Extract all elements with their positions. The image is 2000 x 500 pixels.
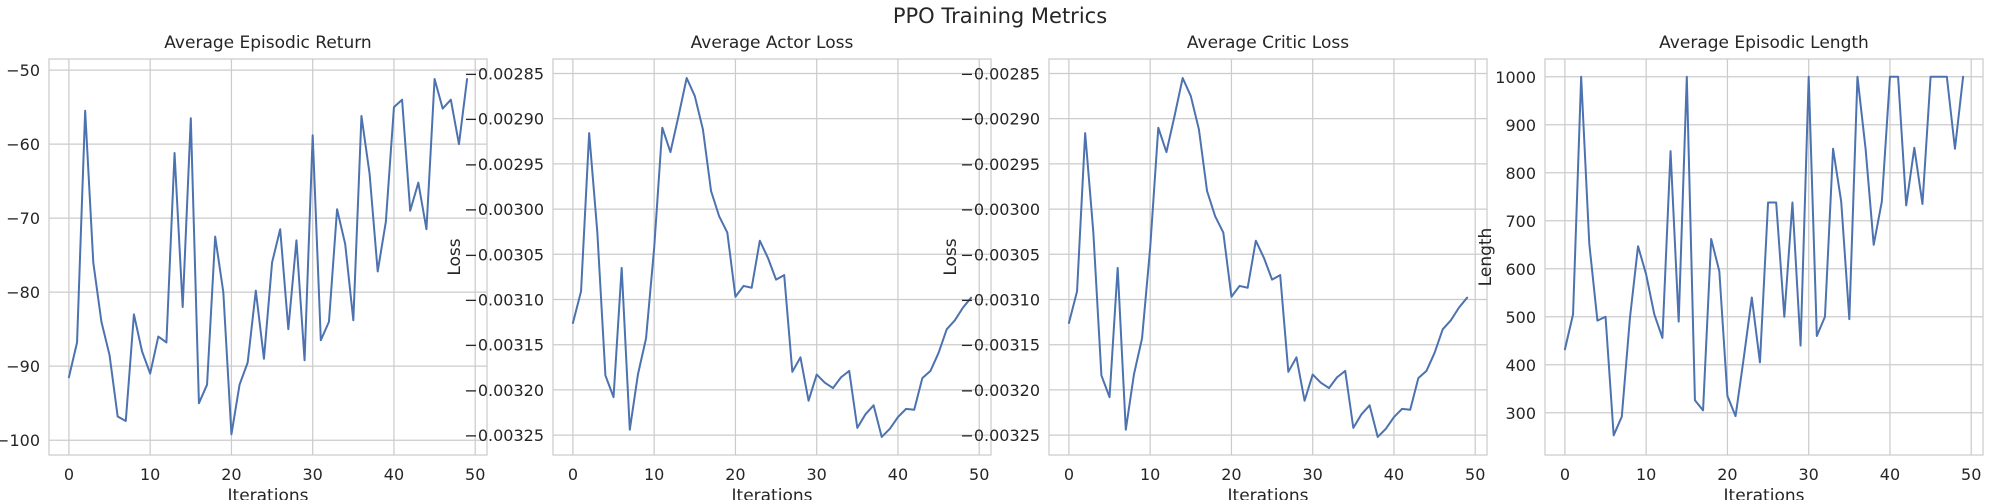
x-tick-label: 10 (1140, 465, 1160, 484)
x-tick-label: 50 (969, 465, 989, 484)
y-tick-label: 300 (1505, 404, 1536, 423)
y-tick-label: −60 (6, 135, 40, 154)
x-tick-label: 10 (644, 465, 664, 484)
y-tick-label: −0.00325 (464, 426, 544, 445)
x-axis-label: Iterations (1724, 486, 1805, 500)
y-tick-label: −0.00300 (960, 200, 1040, 219)
subplot-title: Average Actor Loss (691, 33, 854, 53)
y-tick-label: 900 (1505, 116, 1536, 135)
y-tick-label: 600 (1505, 260, 1536, 279)
plot-area (552, 58, 992, 456)
y-tick-label: −90 (6, 357, 40, 376)
series-line (1563, 75, 1965, 437)
y-tick-label: −80 (6, 283, 40, 302)
x-tick-label: 50 (1961, 465, 1981, 484)
x-tick-label: 20 (221, 465, 241, 484)
y-tick-label: −0.00325 (960, 426, 1040, 445)
y-tick-label: −0.00305 (960, 245, 1040, 264)
y-axis-label: Loss (941, 238, 961, 275)
subplot-average-critic-loss: Average Critic Loss Iterations Loss 0 10 2… (941, 33, 1488, 500)
x-tick-label: 0 (1560, 465, 1570, 484)
y-tick-label: −0.00310 (960, 290, 1040, 309)
series-line (1067, 76, 1469, 438)
y-tick-label: 400 (1505, 356, 1536, 375)
x-tick-label: 0 (568, 465, 578, 484)
y-tick-label: −50 (6, 61, 40, 80)
y-tick-label: −0.00290 (960, 110, 1040, 129)
subplot-title: Average Critic Loss (1187, 33, 1349, 53)
x-tick-label: 30 (807, 465, 827, 484)
x-tick-label: 20 (1221, 465, 1241, 484)
y-tick-label: −0.00295 (464, 155, 544, 174)
y-tick-label: −70 (6, 209, 40, 228)
x-tick-label: 40 (384, 465, 404, 484)
y-tick-label: −0.00305 (464, 245, 544, 264)
x-tick-label: 0 (64, 465, 74, 484)
y-axis-label: Length (1476, 228, 1496, 287)
subplot-title: Average Episodic Return (164, 33, 371, 53)
x-axis-label: Iterations (228, 486, 309, 500)
plot-area (48, 58, 488, 456)
x-tick-label: 30 (1303, 465, 1323, 484)
x-tick-label: 50 (465, 465, 485, 484)
x-tick-label: 40 (888, 465, 908, 484)
y-tick-label: 700 (1505, 212, 1536, 231)
y-tick-label: 500 (1505, 308, 1536, 327)
x-tick-label: 10 (140, 465, 160, 484)
y-tick-label: 1000 (1495, 68, 1536, 87)
subplot-average-actor-loss: Average Actor Loss Iterations Loss 0 10 20… (445, 33, 992, 500)
plot-area (1048, 58, 1488, 456)
x-tick-label: 30 (1799, 465, 1819, 484)
x-tick-label: 20 (1717, 465, 1737, 484)
y-tick-label: −0.00285 (464, 64, 544, 83)
subplot-average-episodic-return: Average Episodic Return Iterations 0 10 20… (0, 33, 488, 500)
x-tick-label: 40 (1880, 465, 1900, 484)
x-tick-label: 0 (1064, 465, 1074, 484)
figure-suptitle: PPO Training Metrics (892, 4, 1108, 28)
y-tick-label: −0.00315 (960, 336, 1040, 355)
x-tick-label: 20 (725, 465, 745, 484)
y-tick-label: −0.00295 (960, 155, 1040, 174)
y-tick-label: −0.00300 (464, 200, 544, 219)
y-tick-label: −0.00320 (464, 381, 544, 400)
series-line (67, 77, 469, 436)
x-tick-label: 40 (1384, 465, 1404, 484)
y-axis-label: Loss (445, 238, 465, 275)
x-axis-label: Iterations (1228, 486, 1309, 500)
subplot-title: Average Episodic Length (1659, 33, 1869, 53)
y-tick-label: −0.00290 (464, 110, 544, 129)
subplot-average-episodic-length: Average Episodic Length Iterations Lengt… (1476, 33, 1984, 500)
x-axis-label: Iterations (732, 486, 813, 500)
x-tick-label: 30 (303, 465, 323, 484)
y-tick-label: −0.00310 (464, 290, 544, 309)
y-tick-label: 800 (1505, 164, 1536, 183)
x-tick-label: 50 (1465, 465, 1485, 484)
series-line (571, 76, 973, 438)
y-tick-label: −100 (0, 431, 40, 450)
y-tick-label: −0.00285 (960, 64, 1040, 83)
y-tick-label: −0.00315 (464, 336, 544, 355)
y-tick-label: −0.00320 (960, 381, 1040, 400)
x-tick-label: 10 (1636, 465, 1656, 484)
